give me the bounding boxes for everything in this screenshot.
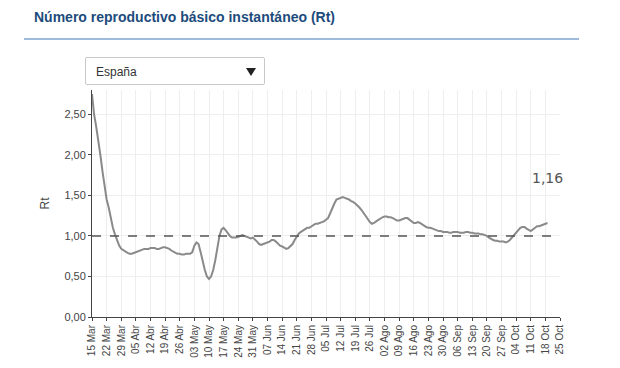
- svg-text:25 Oct: 25 Oct: [554, 325, 565, 355]
- svg-text:15 Mar: 15 Mar: [86, 324, 97, 356]
- svg-text:09 Ago: 09 Ago: [393, 325, 404, 357]
- svg-text:14 Jun: 14 Jun: [276, 325, 287, 355]
- svg-text:24 May: 24 May: [233, 325, 244, 358]
- svg-text:05 Jul: 05 Jul: [320, 325, 331, 352]
- svg-text:02 Ago: 02 Ago: [379, 325, 390, 357]
- svg-text:22 Mar: 22 Mar: [101, 324, 112, 356]
- svg-text:0,50: 0,50: [64, 270, 85, 282]
- svg-text:27 Sep: 27 Sep: [496, 325, 507, 357]
- svg-text:07 Jun: 07 Jun: [262, 325, 273, 355]
- html-text:España: España: [96, 65, 137, 79]
- svg-text:21 Jun: 21 Jun: [291, 325, 302, 355]
- svg-text:05 Abr: 05 Abr: [130, 324, 141, 354]
- svg-text:16 Ago: 16 Ago: [408, 325, 419, 357]
- svg-text:Rt: Rt: [38, 197, 52, 210]
- svg-text:20 Sep: 20 Sep: [481, 325, 492, 357]
- html-text:Número reproductivo básico ins: Número reproductivo básico instantáneo (…: [34, 9, 335, 25]
- svg-text:11 Oct: 11 Oct: [525, 325, 536, 354]
- svg-text:23 Ago: 23 Ago: [423, 325, 434, 357]
- svg-text:12 Abr: 12 Abr: [145, 324, 156, 354]
- svg-text:26 Jul: 26 Jul: [364, 325, 375, 352]
- svg-text:12 Jul: 12 Jul: [335, 325, 346, 352]
- svg-text:2,00: 2,00: [64, 149, 85, 161]
- svg-text:28 Jun: 28 Jun: [306, 325, 317, 355]
- svg-text:0,00: 0,00: [64, 311, 85, 323]
- svg-text:19 Jul: 19 Jul: [350, 325, 361, 352]
- svg-text:18 Oct: 18 Oct: [540, 325, 551, 355]
- svg-text:04 Oct: 04 Oct: [510, 325, 521, 355]
- svg-text:06 Sep: 06 Sep: [452, 325, 463, 357]
- svg-text:10 May: 10 May: [203, 325, 214, 358]
- svg-text:17 May: 17 May: [218, 325, 229, 358]
- svg-text:1,00: 1,00: [64, 230, 85, 242]
- svg-text:31 May: 31 May: [247, 325, 258, 358]
- svg-text:03 May: 03 May: [189, 325, 200, 358]
- svg-text:1,16: 1,16: [532, 170, 563, 186]
- svg-text:19 Abr: 19 Abr: [159, 324, 170, 354]
- svg-text:26 Abr: 26 Abr: [174, 324, 185, 354]
- svg-text:13 Sep: 13 Sep: [467, 325, 478, 357]
- svg-text:30 Ago: 30 Ago: [437, 325, 448, 357]
- svg-text:1,50: 1,50: [64, 189, 85, 201]
- svg-text:2,50: 2,50: [64, 108, 85, 120]
- svg-text:29 Mar: 29 Mar: [116, 324, 127, 356]
